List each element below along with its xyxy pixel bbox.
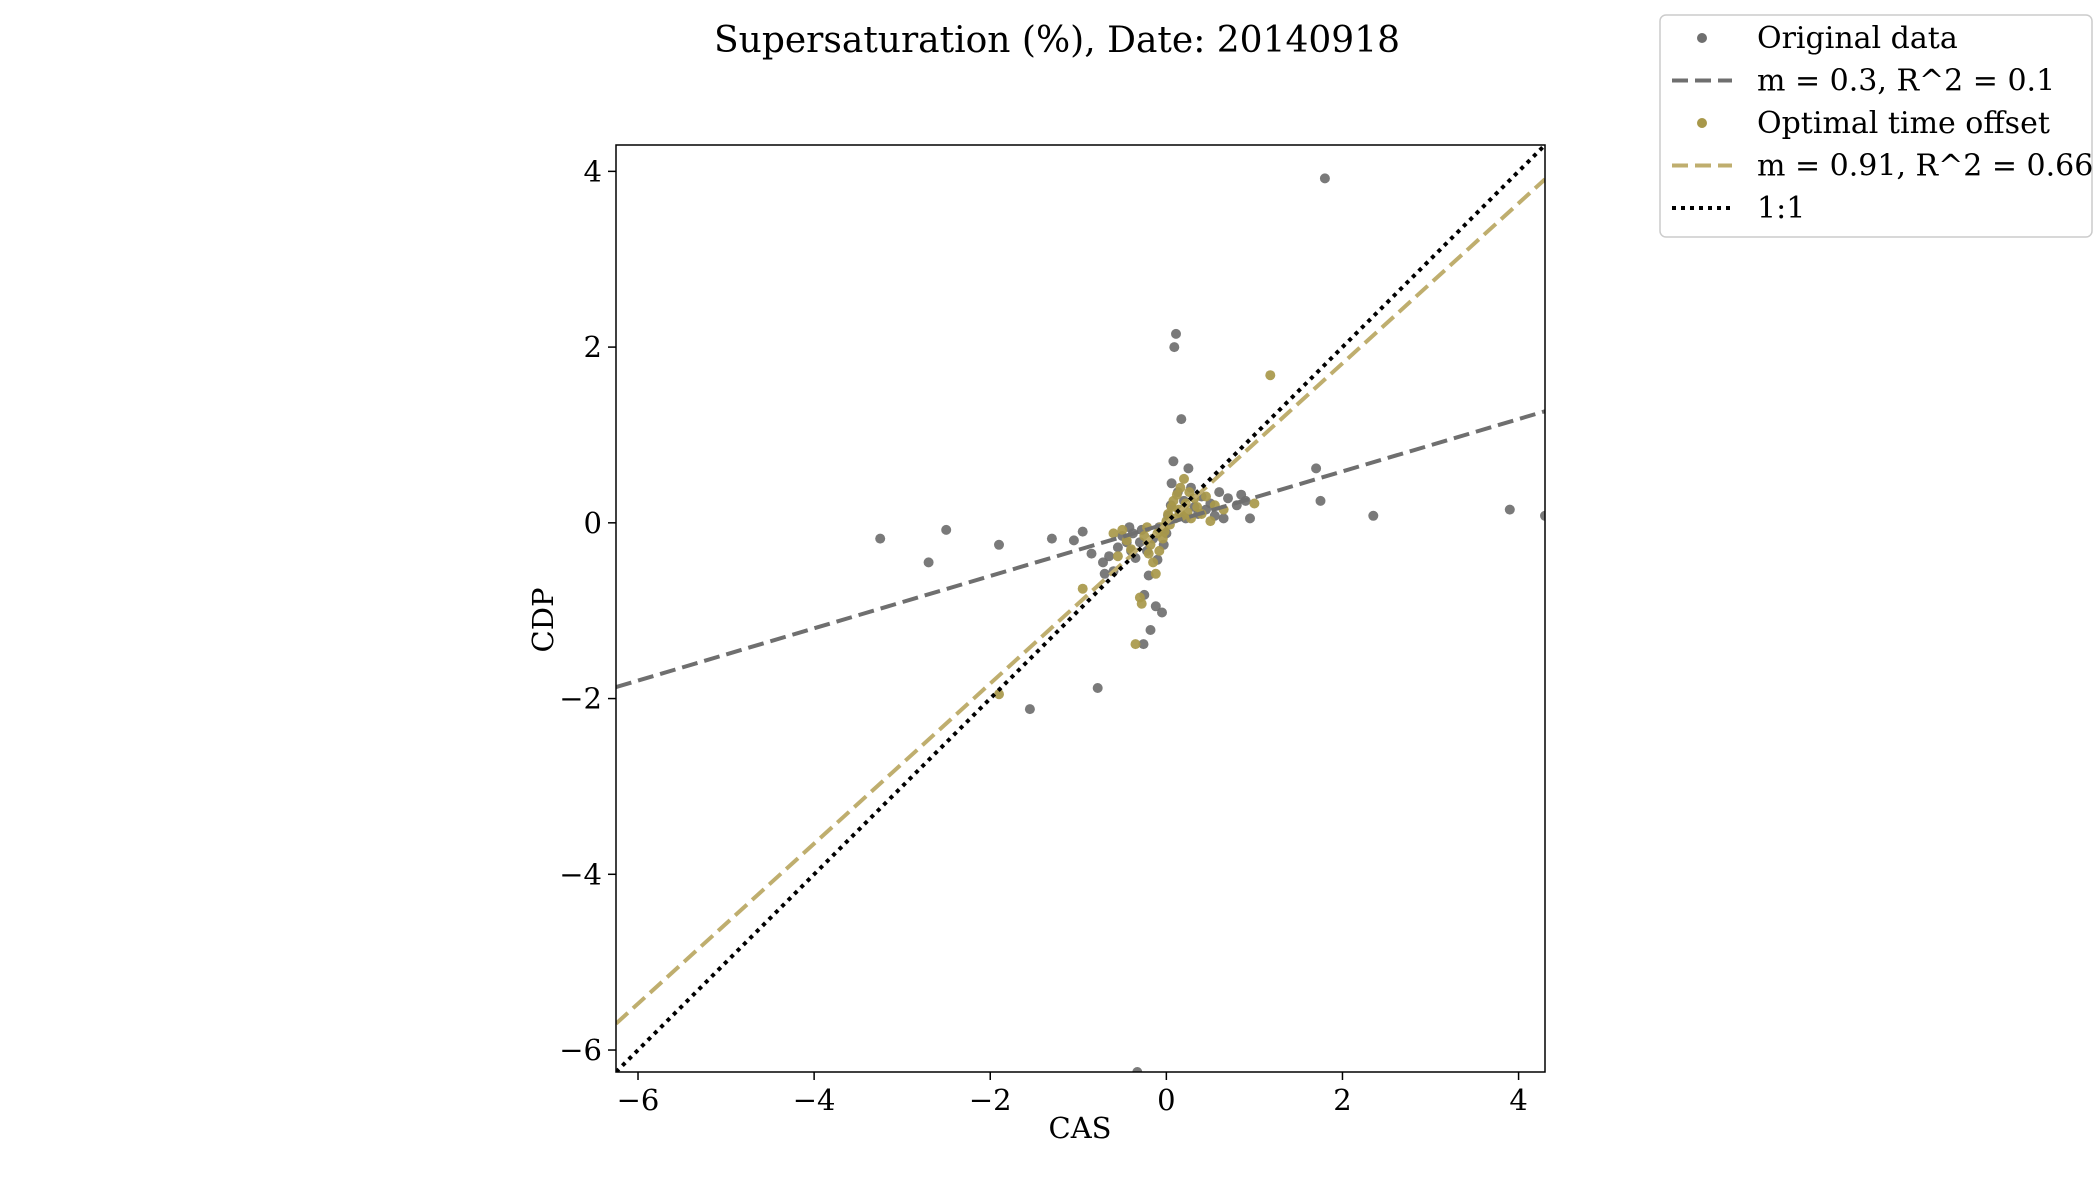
scatter-point-series-0 [1077, 526, 1088, 537]
scatter-point-series-0 [1368, 510, 1379, 521]
plot-area [616, 145, 1545, 1072]
x-tick-label: −2 [969, 1083, 1012, 1117]
x-tick-label: 2 [1333, 1083, 1351, 1117]
series-line-4 [616, 145, 1545, 1072]
legend-label-0: Original data [1757, 21, 1958, 56]
scatter-point-series-0 [994, 539, 1004, 550]
scatter-point-series-0 [1169, 342, 1180, 353]
scatter-point-series-2 [1249, 498, 1260, 509]
y-tick-label: −4 [559, 857, 602, 891]
y-tick-label: 0 [584, 506, 602, 540]
scatter-point-series-0 [1132, 1067, 1143, 1072]
x-tick-label: 0 [1157, 1083, 1175, 1117]
scatter-point-series-0 [1024, 704, 1035, 715]
scatter-point-series-0 [1311, 463, 1322, 474]
scatter-point-series-2 [1139, 531, 1150, 541]
scatter-point-series-0 [1218, 513, 1229, 524]
scatter-point-series-2 [1150, 568, 1161, 579]
legend-label-2: Optimal time offset [1757, 106, 2050, 141]
legend-marker-0 [1697, 33, 1707, 43]
scatter-point-series-2 [1143, 548, 1154, 559]
legend: Original data m = 0.3, R^2 = 0.1 Optimal t… [1659, 14, 2093, 238]
scatter-point-series-0 [923, 557, 934, 568]
scatter-point-series-0 [941, 524, 952, 535]
scatter-point-series-0 [1223, 493, 1233, 504]
scatter-point-series-2 [1136, 598, 1147, 609]
scatter-point-series-0 [1540, 510, 1545, 521]
scatter-point-series-0 [1319, 173, 1330, 184]
scatter-point-series-2 [1175, 482, 1186, 493]
scatter-point-series-0 [1086, 548, 1097, 559]
x-tick-label: −4 [793, 1083, 836, 1117]
scatter-point-series-0 [1166, 478, 1177, 489]
scatter-point-series-0 [1104, 551, 1115, 562]
scatter-point-series-0 [1315, 495, 1326, 506]
scatter-point-series-2 [1148, 557, 1159, 568]
scatter-point-series-0 [875, 533, 886, 544]
legend-marker-2 [1697, 118, 1707, 128]
scatter-point-series-2 [1265, 370, 1276, 381]
y-tick-label: 2 [584, 330, 602, 364]
scatter-point-series-0 [1068, 535, 1079, 546]
chart-title: Supersaturation (%), Date: 20140918 [714, 20, 1400, 61]
scatter-point-series-2 [1179, 473, 1189, 484]
scatter-point-series-0 [1214, 487, 1225, 498]
legend-label-1: m = 0.3, R^2 = 0.1 [1757, 64, 2055, 99]
scatter-point-series-0 [1183, 463, 1194, 474]
scatter-point-series-2 [1117, 524, 1128, 535]
scatter-point-series-2 [1130, 639, 1141, 650]
x-tick-label: −6 [617, 1083, 660, 1117]
legend-items: Original data m = 0.3, R^2 = 0.1 Optimal t… [1672, 21, 2093, 226]
scatter-point-series-2 [1205, 516, 1216, 527]
scatter-point-series-2 [1154, 545, 1165, 556]
y-tick-label: −6 [559, 1033, 602, 1067]
scatter-point-series-0 [1112, 542, 1123, 553]
legend-frame [1659, 14, 2093, 238]
scatter-point-series-0 [1150, 601, 1161, 612]
legend-label-3: m = 0.91, R^2 = 0.66 [1757, 149, 2093, 184]
scatter-point-series-0 [1176, 414, 1187, 425]
legend-label-4: 1:1 [1757, 191, 1805, 226]
y-tick-label: 4 [584, 154, 602, 188]
scatter-point-series-0 [1171, 328, 1181, 339]
scatter-point-series-2 [994, 689, 1004, 700]
y-tick-label: −2 [559, 682, 602, 716]
x-tick-label: 4 [1509, 1083, 1527, 1117]
scatter-point-series-2 [1112, 551, 1123, 562]
axes-frame [615, 144, 1546, 1073]
scatter-point-series-0 [1245, 513, 1255, 524]
scatter-point-series-0 [1099, 568, 1110, 579]
axes: −6 −4 −2 0 2 4 −6 −4 −2 0 2 4 [559, 144, 1546, 1117]
scatter-point-series-2 [1108, 528, 1119, 539]
scatter-point-series-0 [1092, 683, 1103, 693]
scatter-point-series-0 [1145, 625, 1156, 635]
scatter-point-series-0 [1157, 607, 1167, 618]
scatter-point-series-0 [1168, 456, 1179, 467]
x-axis-label: CAS [1049, 1111, 1112, 1145]
scatter-point-series-0 [1046, 533, 1057, 544]
y-axis-label: CDP [526, 588, 560, 653]
scatter-point-series-0 [1504, 504, 1515, 515]
scatter-point-series-0 [1138, 639, 1149, 650]
scatter-point-series-0 [1098, 557, 1108, 568]
scatter-point-series-2 [1077, 583, 1088, 594]
series-line-3 [616, 177, 1545, 1026]
scatter-point-series-2 [1201, 491, 1211, 502]
series-line-1 [616, 409, 1545, 690]
